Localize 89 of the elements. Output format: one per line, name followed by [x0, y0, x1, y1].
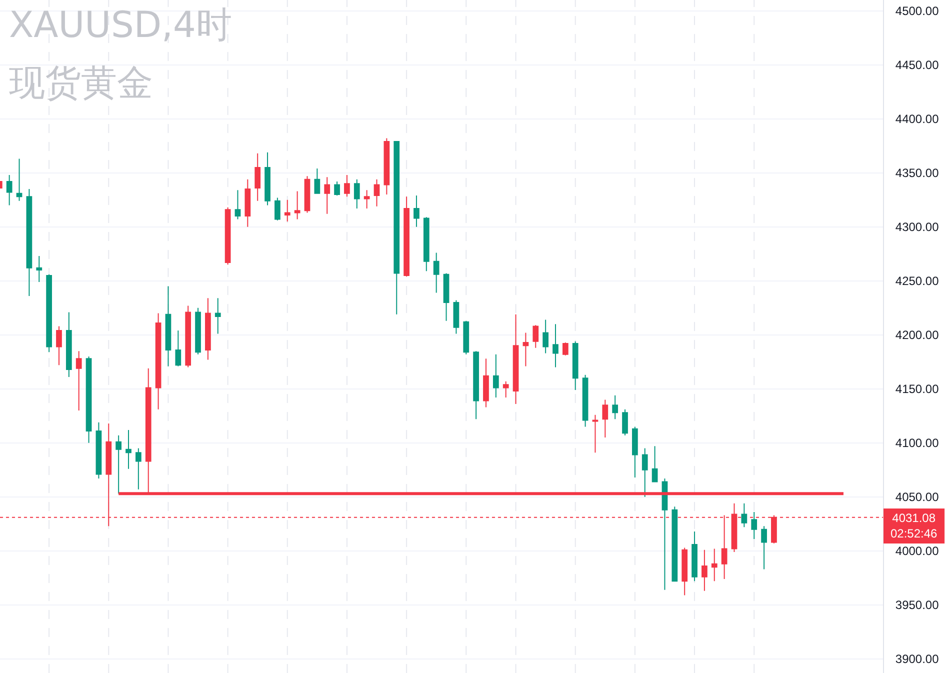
candlestick [761, 526, 767, 570]
chart-title: XAUUSD,4时 [9, 5, 232, 46]
candlestick [443, 272, 450, 322]
candlestick [126, 429, 132, 470]
y-tick-label: 4150.00 [895, 382, 940, 396]
text: 现货黄金 [9, 63, 153, 104]
candlestick [394, 141, 400, 315]
y-tick-label: 4050.00 [895, 490, 940, 504]
candlestick [175, 330, 182, 367]
candlestick [324, 176, 330, 214]
y-tick-label: 3900.00 [895, 652, 940, 666]
y-tick-label: 4400.00 [895, 112, 940, 126]
candlestick [741, 502, 748, 528]
y-tick-label: 4250.00 [895, 274, 940, 288]
candlestick [254, 152, 261, 202]
candlestick [453, 300, 460, 334]
candlestick [711, 548, 718, 582]
candlestick [214, 298, 221, 334]
y-tick-label: 4200.00 [895, 328, 940, 342]
candlestick [463, 320, 470, 355]
candlestick [622, 408, 628, 436]
candlestick [562, 342, 568, 356]
candlestick [702, 549, 708, 592]
candlestick [433, 252, 440, 294]
candlestick [205, 298, 211, 360]
y-tick-label: 4350.00 [895, 166, 940, 180]
candlestick [384, 138, 390, 195]
candlestick [304, 176, 310, 214]
y-tick-label: 4300.00 [895, 220, 940, 234]
candlestick [364, 190, 370, 209]
candlestick [76, 350, 82, 411]
candlestick [334, 180, 340, 196]
candlestick [632, 426, 638, 478]
candlestick [274, 197, 280, 221]
candlestick [582, 374, 588, 428]
candlestick [264, 152, 270, 206]
candlestick [185, 305, 192, 368]
candlestick [136, 448, 142, 490]
candlestick [26, 188, 32, 296]
candlestick [354, 178, 360, 209]
candlestick [374, 178, 380, 207]
candlestick [16, 158, 22, 202]
candlestick [56, 326, 62, 366]
candlestick [692, 530, 698, 582]
candlestick [652, 446, 658, 482]
candlestick [155, 312, 162, 410]
ref-line-label: 4031.08 02:52:46 [890, 511, 938, 541]
candlestick [195, 307, 201, 355]
candlestick [492, 354, 499, 398]
candlestick [612, 394, 618, 420]
y-tick-label: 4100.00 [895, 436, 940, 450]
candlestick [414, 195, 420, 228]
candlestick [165, 286, 172, 367]
candlestick [642, 448, 648, 498]
candlestick [284, 199, 290, 222]
candlestick [542, 319, 548, 354]
candlestick [6, 174, 12, 206]
y-tick-label: 3950.00 [895, 598, 940, 612]
candlestick [672, 506, 678, 582]
candlestick [473, 350, 479, 420]
candlestick [602, 399, 608, 438]
candlestick [682, 547, 688, 596]
candlestick [512, 314, 519, 405]
candlestick [572, 340, 578, 390]
candlestick [483, 358, 489, 408]
candlestick [244, 178, 251, 228]
y-tick-label: 4500.00 [895, 4, 940, 18]
candlestick [66, 312, 72, 378]
candlestick [662, 478, 668, 590]
candlestick [36, 256, 42, 282]
candlestick [314, 168, 320, 194]
candlestick [532, 324, 539, 348]
candlestick [502, 380, 509, 398]
candlestick [404, 196, 410, 278]
candlestick [552, 324, 558, 368]
candlestick [116, 434, 122, 494]
y-tick-label: 4450.00 [895, 58, 940, 72]
candlestick [592, 414, 598, 454]
candlestick [96, 422, 102, 480]
candlestick [234, 190, 241, 220]
candlestick [86, 356, 92, 444]
candlestick [423, 216, 430, 272]
candlestick [46, 274, 52, 353]
candlestick [294, 190, 300, 220]
candlestick [751, 512, 758, 540]
candlestick [522, 332, 529, 367]
candlestick [344, 174, 350, 198]
y-tick-label: 4000.00 [895, 544, 940, 558]
candlestick [224, 206, 231, 266]
